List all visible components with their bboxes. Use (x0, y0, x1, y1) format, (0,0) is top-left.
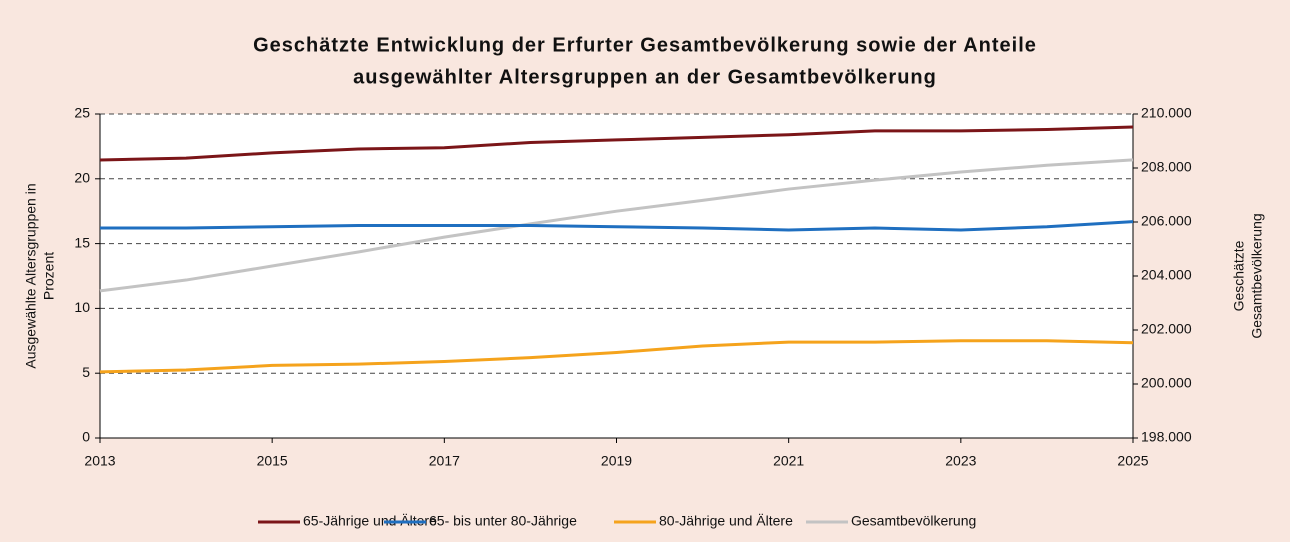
legend-label: 65- bis unter 80-Jährige (429, 513, 577, 529)
y-tick-label: 25 (74, 105, 90, 121)
y2-tick-label: 198.000 (1141, 429, 1192, 445)
legend-label: 65-Jährige und Ältere (303, 513, 437, 529)
y-tick-label: 10 (74, 299, 90, 315)
y-axis-title: Ausgewählte Altersgruppen in Prozent (23, 183, 57, 368)
y-tick-label: 20 (74, 170, 90, 186)
y2-tick-label: 200.000 (1141, 375, 1192, 391)
chart-title: ausgewählter Altersgruppen an der Gesamt… (353, 66, 937, 88)
x-tick-label: 2025 (1117, 453, 1148, 469)
x-tick-label: 2019 (601, 453, 632, 469)
y-axis-title-line: Ausgewählte Altersgruppen in (23, 183, 39, 368)
legend-label: Gesamtbevölkerung (851, 513, 976, 529)
series-line (99, 125, 1134, 162)
y-tick-label: 5 (82, 364, 90, 380)
x-tick-label: 2013 (84, 453, 115, 469)
x-tick-label: 2021 (773, 453, 804, 469)
series-line (99, 339, 1134, 374)
series-line (100, 220, 1134, 232)
chart-title: Geschätzte Entwicklung der Erfurter Gesa… (253, 34, 1037, 56)
y2-tick-label: 210.000 (1141, 105, 1192, 121)
y-axis-title-line: Prozent (41, 252, 57, 300)
y2-axis-title-line: Geschätzte (1231, 240, 1247, 311)
plot-area (100, 114, 1133, 438)
y2-axis-title-line: Gesamtbevölkerung (1249, 213, 1265, 338)
y-tick-label: 0 (82, 429, 90, 445)
y2-tick-label: 206.000 (1141, 213, 1192, 229)
y2-tick-label: 202.000 (1141, 321, 1192, 337)
y2-tick-label: 204.000 (1141, 267, 1192, 283)
x-tick-label: 2017 (429, 453, 460, 469)
legend-label: 80-Jährige und Ältere (659, 513, 793, 529)
x-tick-label: 2023 (945, 453, 976, 469)
x-tick-label: 2015 (257, 453, 288, 469)
y-tick-label: 15 (74, 234, 90, 250)
series-line (99, 158, 1134, 293)
y2-axis-title: Geschätzte Gesamtbevölkerung (1231, 213, 1265, 338)
y2-tick-label: 208.000 (1141, 159, 1192, 175)
